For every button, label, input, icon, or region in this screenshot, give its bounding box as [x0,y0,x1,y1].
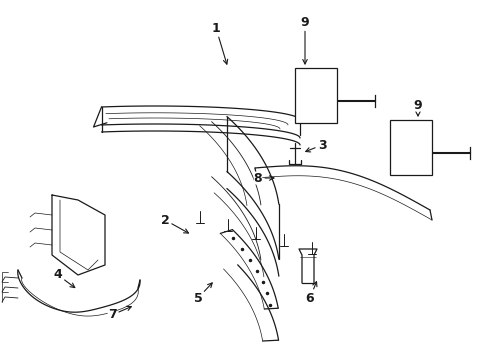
Text: 7: 7 [108,306,131,321]
Text: 2: 2 [161,213,189,233]
Text: 9: 9 [301,15,309,64]
Text: 1: 1 [212,22,228,64]
Text: 6: 6 [306,282,317,305]
Text: 9: 9 [414,99,422,116]
Bar [295,68,337,123]
Bar [390,120,432,175]
Text: 4: 4 [53,269,75,288]
Text: 3: 3 [306,139,326,152]
Text: 8: 8 [254,171,274,185]
Text: 5: 5 [194,283,212,305]
